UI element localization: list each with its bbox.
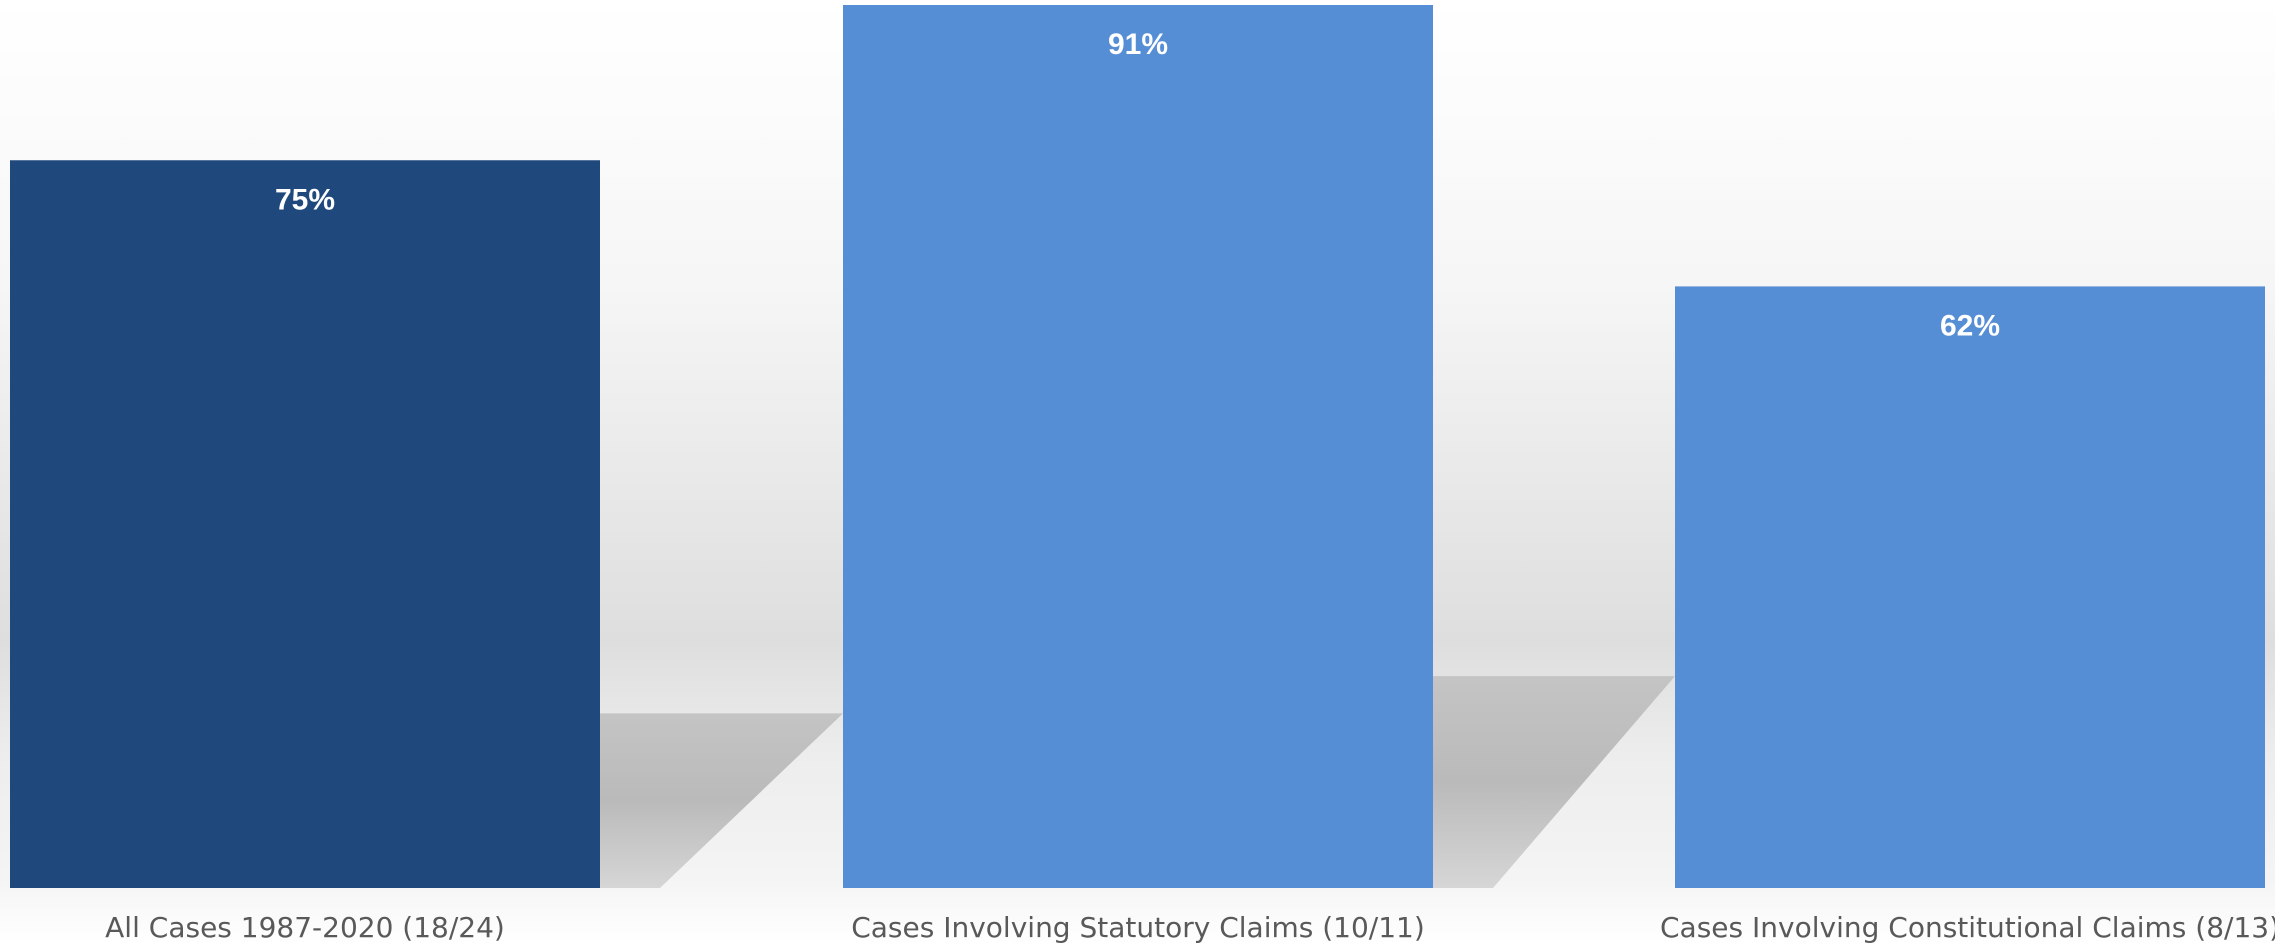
category-label: All Cases 1987-2020 (18/24)	[105, 911, 505, 944]
category-labels-group: All Cases 1987-2020 (18/24) Cases Involvi…	[105, 911, 2275, 944]
bars-group	[10, 5, 2265, 888]
value-labels-group: 75% 91% 62%	[275, 28, 2000, 342]
bar	[10, 160, 600, 888]
bar-shadow	[1433, 676, 1675, 888]
data-label: 91%	[1108, 28, 1168, 61]
category-label: Cases Involving Statutory Claims (10/11)	[851, 911, 1425, 944]
category-label: Cases Involving Constitutional Claims (8…	[1660, 911, 2275, 944]
data-label: 62%	[1940, 309, 2000, 342]
bar-shadows	[600, 676, 1675, 888]
data-label: 75%	[275, 183, 335, 216]
bar	[1675, 286, 2265, 888]
bar	[843, 5, 1433, 888]
bar-shadow	[600, 713, 843, 888]
